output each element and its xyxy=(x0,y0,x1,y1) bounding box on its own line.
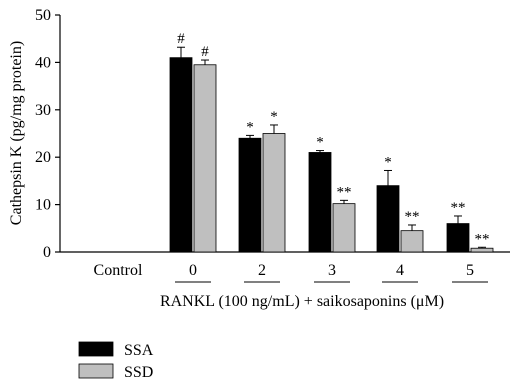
bar-ssa xyxy=(169,57,193,253)
bar-ssa xyxy=(446,223,470,253)
significance-mark: # xyxy=(201,44,209,60)
x-axis: Control 0 2 3 4 5 RANKL (100 ng/mL) + saikosa… xyxy=(60,251,510,310)
y-tick-label: 0 xyxy=(43,244,51,261)
y-tick-label: 30 xyxy=(35,102,51,119)
significance-mark: ** xyxy=(451,200,466,216)
bar-group: #*****#******* xyxy=(169,31,494,253)
y-tick-label: 50 xyxy=(35,7,51,24)
y-tick-group: 0 10 20 30 40 50 xyxy=(35,7,60,261)
bar-ssd xyxy=(400,230,424,253)
bar-ssd xyxy=(262,133,286,253)
x-tick-label: 0 xyxy=(189,262,197,279)
significance-mark: ** xyxy=(405,209,420,225)
significance-mark: * xyxy=(316,135,324,151)
bar-ssa xyxy=(238,137,262,253)
significance-mark: * xyxy=(270,109,278,125)
bar-ssa xyxy=(376,185,400,253)
bar-ssa xyxy=(308,152,332,253)
bar-ssd xyxy=(193,64,217,253)
significance-mark: * xyxy=(384,154,392,170)
legend-swatch-ssd xyxy=(78,363,114,379)
x-tick-label: 5 xyxy=(466,262,474,279)
bar-ssd xyxy=(470,247,494,253)
x-axis-title: RANKL (100 ng/mL) + saikosaponins (μM) xyxy=(160,293,444,310)
x-tick-label: 2 xyxy=(258,262,266,279)
y-axis-title: Cathepsin K (pg/mg protein) xyxy=(8,41,25,225)
x-tick-label-group: Control 0 2 3 4 5 xyxy=(94,262,488,283)
legend: SSA SSD xyxy=(78,341,154,381)
significance-mark: # xyxy=(177,31,185,47)
significance-mark: ** xyxy=(337,184,352,200)
legend-label-ssd: SSD xyxy=(124,364,153,381)
significance-mark: * xyxy=(246,119,254,135)
y-axis: 0 10 20 30 40 50 Cathepsin K (pg/mg protein) xyxy=(8,7,61,261)
y-tick-label: 10 xyxy=(35,197,51,214)
significance-mark: ** xyxy=(475,231,490,247)
y-tick-label: 40 xyxy=(35,54,51,71)
legend-swatch-ssa xyxy=(78,341,114,357)
legend-label-ssa: SSA xyxy=(124,342,154,359)
x-tick-label: 4 xyxy=(396,262,404,279)
y-tick-label: 20 xyxy=(35,149,51,166)
x-tick-label: Control xyxy=(94,262,143,279)
x-tick-label: 3 xyxy=(328,262,336,279)
bar-ssd xyxy=(332,203,356,253)
